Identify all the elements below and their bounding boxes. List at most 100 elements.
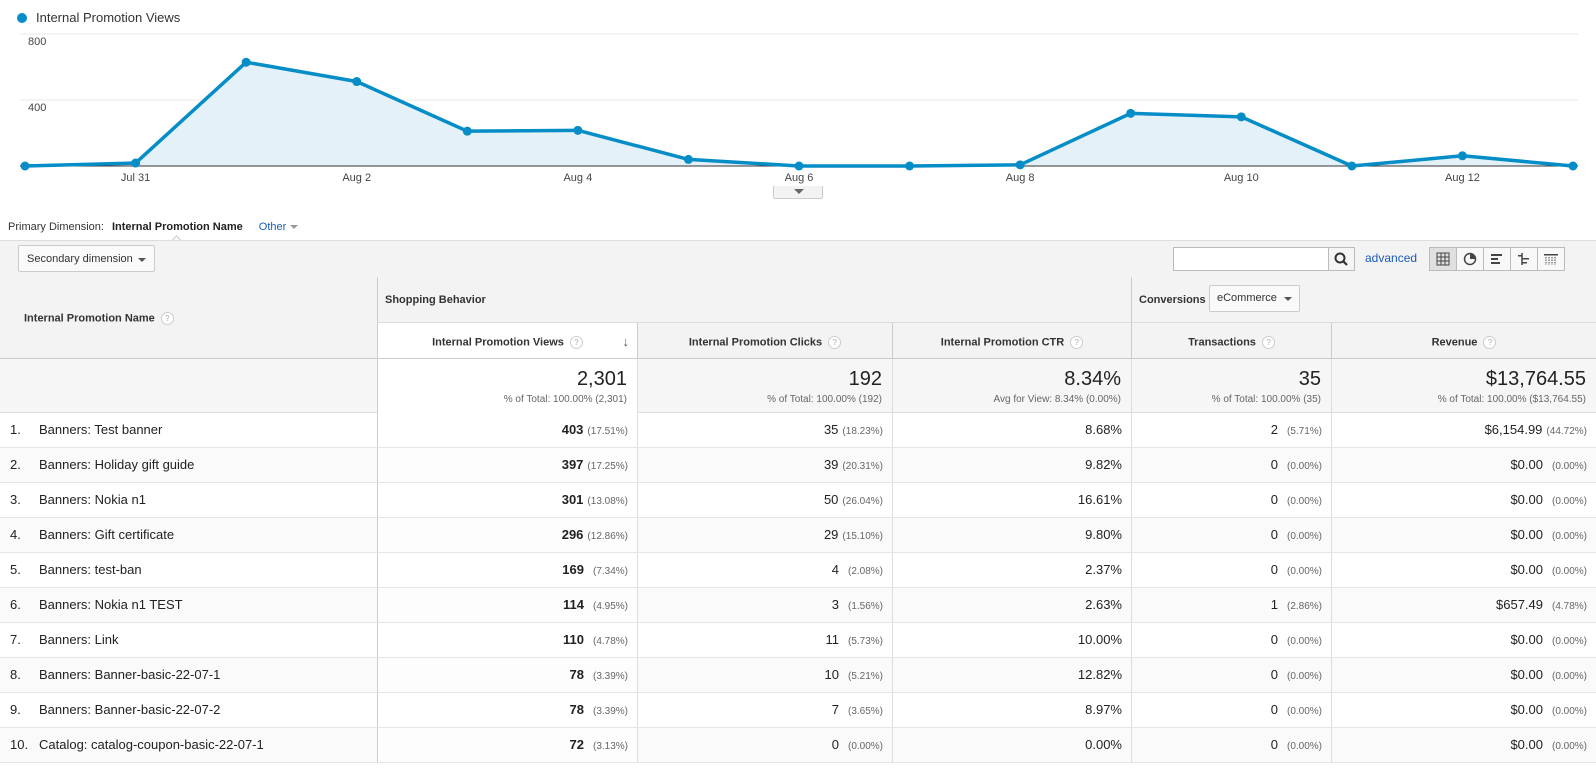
- table-row: 6. Banners: Nokia n1 TEST 114 (4.95%) 3 (1.…: [0, 588, 1596, 623]
- data-point[interactable]: [241, 57, 251, 67]
- dimension-header-label[interactable]: Internal Promotion Name: [24, 312, 155, 325]
- help-icon[interactable]: ?: [1483, 336, 1497, 349]
- total-value: 35: [1298, 368, 1321, 390]
- data-point[interactable]: [1347, 161, 1357, 171]
- transactions-value: 0: [1270, 702, 1278, 717]
- series-area: [25, 62, 1573, 167]
- data-point[interactable]: [1015, 160, 1025, 170]
- view-comparison-button[interactable]: [1510, 247, 1538, 271]
- transactions-value: 0: [1270, 492, 1278, 507]
- transactions-cell: 0 (0.00%): [1132, 693, 1332, 727]
- views-cell: 296 (12.86%): [378, 518, 638, 552]
- total-value: 8.34%: [1064, 368, 1121, 390]
- data-point[interactable]: [1236, 112, 1246, 122]
- view-pivot-button[interactable]: [1537, 247, 1565, 271]
- data-point[interactable]: [131, 158, 141, 168]
- data-point[interactable]: [905, 161, 915, 171]
- views-percent: (3.39%): [592, 671, 628, 682]
- revenue-percent: (0.00%): [1551, 496, 1587, 507]
- column-header-ctr[interactable]: Internal Promotion CTR?: [893, 323, 1132, 359]
- transactions-percent: (0.00%): [1286, 566, 1322, 577]
- column-header-transactions[interactable]: Transactions?: [1132, 323, 1332, 359]
- data-point[interactable]: [573, 125, 583, 135]
- data-point[interactable]: [20, 161, 30, 171]
- table-row: 2. Banners: Holiday gift guide 397 (17.25%…: [0, 448, 1596, 483]
- views-cell: 114 (4.95%): [378, 588, 638, 622]
- table-search-input[interactable]: [1173, 247, 1329, 271]
- views-percent: (3.13%): [592, 741, 628, 752]
- help-icon[interactable]: ?: [160, 312, 174, 325]
- transactions-cell: 0 (0.00%): [1132, 623, 1332, 657]
- transactions-percent: (0.00%): [1286, 636, 1322, 647]
- conversions-type-dropdown[interactable]: eCommerce: [1209, 285, 1300, 312]
- line-chart: 800 400 Jul 31 Aug 2 Aug 4 Aug 6 Aug 8 Aug 10 Au…: [0, 0, 1596, 200]
- revenue-value: $0.00: [1510, 457, 1543, 472]
- help-icon[interactable]: ?: [569, 336, 583, 349]
- data-point[interactable]: [794, 161, 804, 171]
- clicks-cell: 0 (0.00%): [638, 728, 893, 762]
- revenue-cell: $0.00 (0.00%): [1332, 728, 1596, 762]
- clicks-cell: 11 (5.73%): [638, 623, 893, 657]
- revenue-percent: (4.78%): [1551, 601, 1587, 612]
- views-percent: (3.39%): [592, 706, 628, 717]
- search-button[interactable]: [1329, 247, 1355, 271]
- chart-collapse-handle[interactable]: [773, 186, 823, 199]
- group-shopping-label: Shopping Behavior: [385, 294, 486, 306]
- promotion-name-link[interactable]: Banners: Nokia n1: [39, 492, 146, 507]
- revenue-cell: $0.00 (0.00%): [1332, 623, 1596, 657]
- pie-chart-icon: [1463, 252, 1477, 266]
- data-point[interactable]: [1568, 161, 1578, 171]
- transactions-cell: 2 (5.71%): [1132, 413, 1332, 447]
- help-icon[interactable]: ?: [1070, 336, 1084, 349]
- promotion-name-link[interactable]: Catalog: catalog-coupon-basic-22-07-1: [39, 737, 264, 752]
- view-performance-button[interactable]: [1483, 247, 1511, 271]
- dimension-cell: 5. Banners: test-ban: [0, 553, 378, 587]
- table-row: 1. Banners: Test banner 403 (17.51%) 35 (18…: [0, 413, 1596, 448]
- clicks-percent: (18.23%): [842, 426, 883, 437]
- primary-dimension-active[interactable]: Internal Promotion Name: [111, 221, 243, 233]
- clicks-percent: (26.04%): [842, 496, 883, 507]
- column-header-clicks[interactable]: Internal Promotion Clicks?: [638, 323, 893, 359]
- total-clicks: 192 % of Total: 100.00% (192): [638, 359, 893, 413]
- clicks-cell: 3 (1.56%): [638, 588, 893, 622]
- promotion-name-link[interactable]: Banners: Banner-basic-22-07-2: [39, 702, 221, 717]
- help-icon[interactable]: ?: [828, 336, 842, 349]
- primary-dimension-other[interactable]: Other: [259, 221, 299, 233]
- views-value: 397: [561, 457, 584, 472]
- ctr-cell: 12.82%: [893, 658, 1132, 692]
- column-header-views[interactable]: Internal Promotion Views? ↓: [378, 323, 638, 359]
- promotion-name-link[interactable]: Banners: Link: [39, 632, 119, 647]
- ctr-value: 8.97%: [1085, 702, 1122, 717]
- help-icon[interactable]: ?: [1261, 336, 1275, 349]
- transactions-value: 0: [1270, 457, 1278, 472]
- data-point[interactable]: [462, 126, 472, 136]
- transactions-value: 0: [1270, 562, 1278, 577]
- data-point[interactable]: [1126, 108, 1136, 118]
- transactions-value: 0: [1270, 667, 1278, 682]
- promotion-name-link[interactable]: Banners: Gift certificate: [39, 527, 175, 542]
- promotion-name-link[interactable]: Banners: Nokia n1 TEST: [39, 597, 183, 612]
- revenue-value: $0.00: [1510, 737, 1543, 752]
- view-table-button[interactable]: [1429, 247, 1457, 271]
- row-number: 6.: [10, 597, 21, 612]
- secondary-dimension-dropdown[interactable]: Secondary dimension: [18, 245, 155, 272]
- view-pie-button[interactable]: [1456, 247, 1484, 271]
- view-switcher: [1429, 247, 1565, 271]
- data-point[interactable]: [1457, 151, 1467, 161]
- y-tick-label: 800: [28, 36, 46, 48]
- table-row: 9. Banners: Banner-basic-22-07-2 78 (3.39%…: [0, 693, 1596, 728]
- clicks-percent: (5.21%): [847, 671, 883, 682]
- revenue-cell: $0.00 (0.00%): [1332, 448, 1596, 482]
- advanced-filter-link[interactable]: advanced: [1365, 251, 1418, 265]
- revenue-cell: $657.49 (4.78%): [1332, 588, 1596, 622]
- promotion-name-link[interactable]: Banners: Banner-basic-22-07-1: [39, 667, 221, 682]
- dimension-cell: 9. Banners: Banner-basic-22-07-2: [0, 693, 378, 727]
- dimension-cell: 1. Banners: Test banner: [0, 413, 378, 447]
- data-point[interactable]: [352, 77, 362, 87]
- column-header-revenue[interactable]: Revenue?: [1332, 323, 1596, 359]
- promotion-name-link[interactable]: Banners: Holiday gift guide: [39, 457, 195, 472]
- data-point[interactable]: [683, 154, 693, 164]
- promotion-name-link[interactable]: Banners: test-ban: [39, 562, 142, 577]
- ctr-cell: 0.00%: [893, 728, 1132, 762]
- promotion-name-link[interactable]: Banners: Test banner: [39, 422, 163, 437]
